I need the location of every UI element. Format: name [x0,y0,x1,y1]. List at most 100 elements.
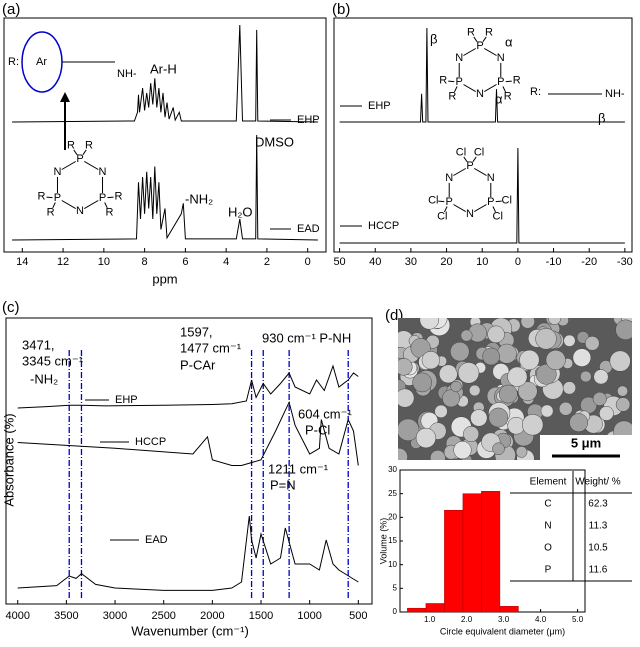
x-tick-label: 6 [182,256,188,268]
substituent: R [448,90,456,102]
sem-particle [429,450,446,460]
table-header: Element [530,477,567,488]
histogram-bar [481,491,501,613]
spectrum-line [339,27,625,123]
substituent-bond [444,206,448,213]
x-tick-label: 30 [405,256,417,268]
annotation: β [430,31,437,46]
x-tick-label: -10 [546,256,562,268]
sem-particle [569,413,589,432]
atom-bg [75,154,85,164]
ring-atom: N [445,172,453,184]
legend-label: EHP [368,100,391,112]
ring-bond [458,45,502,95]
atom-bg [465,209,475,219]
annotation: 1211 cm⁻¹ [268,461,329,476]
sem-particle [453,441,472,460]
x-tick-label: 1000 [297,610,321,622]
annotation: 1477 cm⁻¹ [180,340,242,355]
annotation: H₂O [228,204,253,219]
x-tick-label: 2500 [151,610,175,622]
sem-particle [562,381,577,395]
substituent-bond [454,86,458,93]
x-tick-label: 14 [16,256,28,268]
fragment-label: NH- [605,88,625,100]
table-cell: C [544,499,551,510]
annotation: β [598,110,605,125]
ring-atom: P [76,153,83,165]
sem-particle [580,370,592,383]
substituent-bond [492,206,496,213]
substituent-bond [104,202,108,209]
annotation: 1597, [180,324,213,339]
sem-particle [470,409,488,427]
sem-particle [548,318,562,325]
sem-particle [540,404,554,418]
ring-atom: P [456,76,463,88]
ring-bond [56,158,104,212]
scale-label: 5 μm [571,435,601,450]
x-tick-label: -20 [581,256,597,268]
sem-particle [496,343,517,364]
y-tick-label: 20 [388,512,397,521]
sem-particle [507,366,528,387]
x-tick-label: 1.0 [424,615,436,624]
sem-particle [450,380,462,393]
y-tick-label: 30 [388,465,397,474]
substituent: R [67,140,75,152]
atom-bg [454,77,465,87]
x-tick-label: 2 [264,256,270,268]
substituent: R [513,75,521,87]
atom-bg [465,161,475,171]
x-tick-label: -30 [617,256,633,268]
sem-particle [517,381,538,402]
substituent-bond [73,149,78,156]
spectrum-line [17,515,359,591]
sem-particle [519,349,540,371]
y-tick-label: 25 [388,489,397,498]
sem-particle [593,369,609,385]
atom-bg [97,193,108,203]
y-tick-label: 15 [388,536,397,545]
x-tick-label: 4 [223,256,229,268]
arrow-head [60,92,70,102]
x-tick-label: 50 [333,256,345,268]
atom-bg [75,206,85,216]
substituent: R [105,206,113,218]
sem-particle [468,384,481,397]
substituent: R [467,27,475,39]
substituent: Cl [437,210,447,222]
atom-bg [485,173,496,183]
legend-label: HCCP [368,220,399,232]
atom-bg [444,197,455,207]
annotation: P-CAr [180,357,216,372]
ring-atom: N [487,172,495,184]
substituent: Cl [456,147,466,159]
table-header: Weight/ % [575,477,620,488]
histogram-bar [444,509,464,613]
x-tick-label: 10 [98,256,110,268]
spectrum-line [12,134,318,241]
annotation: 3471, [22,337,55,352]
sem-particle [617,385,628,397]
substituent: R [47,206,55,218]
substituent: R [439,75,447,87]
panel-label: (c) [2,299,20,316]
x-tick-label: 500 [349,610,367,622]
sem-particle [558,401,573,416]
sem-particle [535,363,557,385]
panel-frame [333,17,633,253]
histogram-bar [462,493,482,613]
x-tick-label: 2000 [200,610,224,622]
sem-particle [398,447,408,460]
table-cell: O [544,543,552,554]
ring-atom: N [54,166,62,178]
x-tick-label: 3000 [103,610,127,622]
annotation: DMSO [255,134,294,149]
sem-particle [521,414,544,436]
y-axis-label: Absorbance (%) [1,413,16,506]
atom-bg [495,77,506,87]
ring-atom: P [497,76,504,88]
substituent: R [85,140,93,152]
substituent-bond [473,36,478,43]
